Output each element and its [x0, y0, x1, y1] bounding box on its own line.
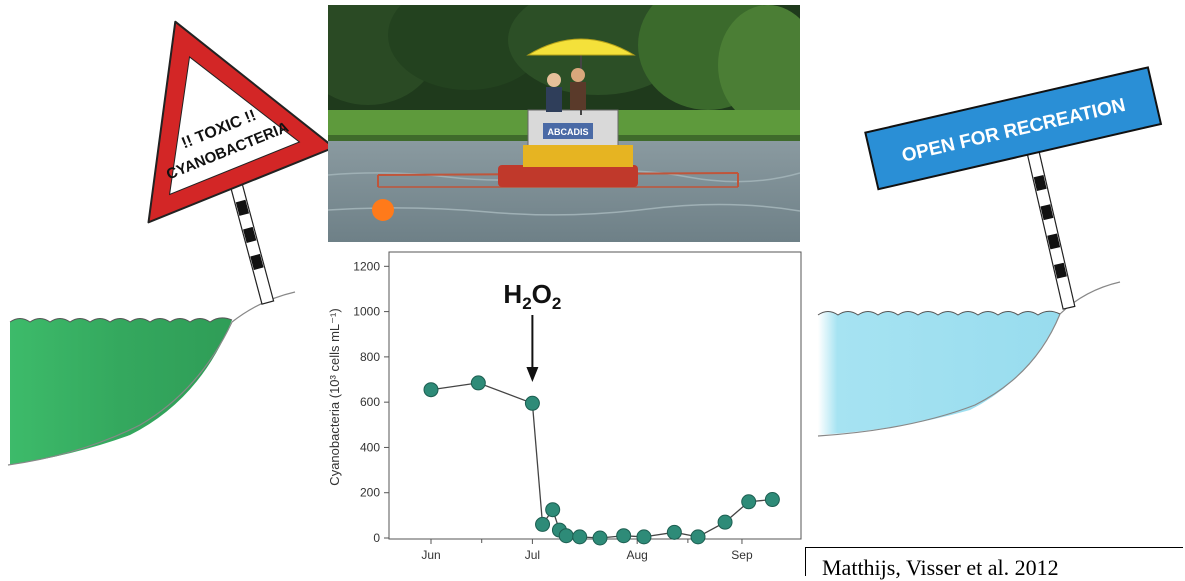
y-tick-label: 400	[360, 440, 380, 454]
data-point	[572, 529, 588, 545]
treatment-boat-photo: ABCADIS	[328, 5, 800, 242]
y-tick-label: 0	[373, 531, 380, 545]
y-tick-label: 800	[360, 350, 380, 364]
data-point	[717, 514, 733, 530]
data-point	[592, 530, 608, 546]
shore-line	[7, 291, 296, 466]
y-tick-label: 1000	[353, 305, 380, 319]
cyanobacteria-chart: 0 200 400 600 800 1000 1200 Jun Jul Aug Sep Cyano…	[327, 251, 802, 562]
wave-line-left	[9, 317, 233, 323]
wave-line-right	[817, 310, 1061, 316]
data-series	[423, 375, 780, 546]
y-tick-label: 600	[360, 395, 380, 409]
y-tick-label: 1200	[353, 259, 380, 273]
umbrella	[526, 38, 636, 56]
annotation-arrow-head	[526, 367, 539, 382]
data-point	[636, 529, 652, 545]
data-point	[616, 528, 632, 544]
toxic-water	[10, 317, 232, 465]
warning-sign: !! TOXIC !! CYANOBACTERIA	[147, 20, 330, 224]
data-point	[545, 502, 561, 518]
x-tick-label: Sep	[731, 548, 753, 562]
citation-box: Matthijs, Visser et al. 2012	[805, 547, 1183, 580]
data-point	[524, 395, 540, 411]
clean-water	[818, 311, 1060, 435]
citation-text: Matthijs, Visser et al. 2012	[822, 555, 1059, 580]
y-axis: 0 200 400 600 800 1000 1200	[353, 259, 389, 545]
toxic-lake-illustration: !! TOXIC !! CYANOBACTERIA	[7, 20, 330, 466]
data-point	[764, 492, 780, 508]
y-axis-label: Cyanobacteria (10³ cells mL⁻¹)	[327, 308, 342, 485]
plot-frame	[388, 251, 802, 540]
y-tick-label: 200	[360, 486, 380, 500]
x-tick-label: Jun	[421, 548, 440, 562]
buoy	[372, 199, 394, 221]
sign-post	[227, 174, 275, 305]
boat-label: ABCADIS	[547, 127, 588, 137]
recreation-post	[1026, 149, 1076, 310]
x-tick-label: Aug	[627, 548, 648, 562]
shore-line-right	[817, 281, 1121, 437]
x-axis: Jun Jul Aug Sep	[421, 539, 753, 562]
data-point	[741, 494, 757, 510]
boat-hull	[498, 165, 638, 187]
data-point	[470, 375, 486, 391]
h2o2-annotation: H2O2	[503, 279, 561, 382]
series-line	[430, 382, 773, 539]
data-point	[666, 524, 682, 540]
data-point	[535, 516, 551, 532]
data-point	[558, 528, 574, 544]
annotation-label: H2O2	[503, 279, 561, 313]
recreation-sign: OPEN FOR RECREATION	[864, 66, 1163, 191]
data-point	[690, 529, 706, 545]
x-tick-label: Jul	[525, 548, 540, 562]
clean-lake-illustration: OPEN FOR RECREATION	[817, 66, 1163, 437]
data-point	[423, 382, 439, 398]
